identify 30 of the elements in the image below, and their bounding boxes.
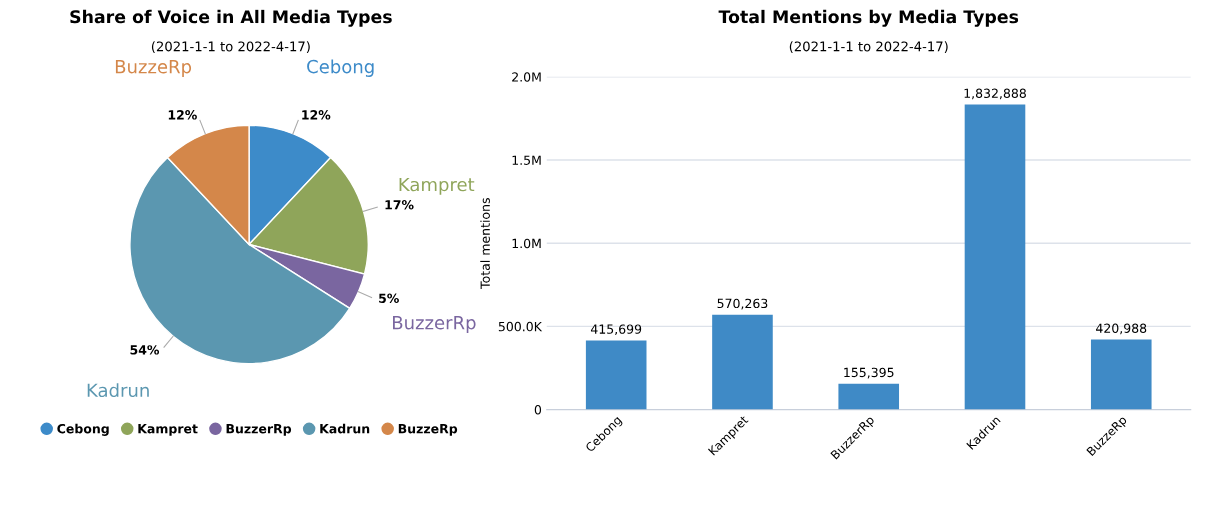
chart-subtitle: (2021-1-1 to 2022-4-17) [789, 41, 948, 53]
slice-label: BuzzeRp [115, 60, 192, 77]
slice-label: Cebong [307, 59, 374, 77]
chart-title: Total Mentions by Media Types [718, 9, 1019, 27]
y-axis-title: Total mentions [480, 198, 490, 289]
bar [712, 314, 773, 410]
chart-title: Share of Voice in All Media Types [70, 9, 392, 27]
y-tick-label: 0 [534, 405, 542, 415]
data-label: 415,699 [590, 324, 642, 336]
chart-subtitle: (2021-1-1 to 2022-4-17) [151, 41, 310, 53]
data-label: 12% [302, 110, 331, 120]
data-label: 17% [385, 200, 414, 210]
data-label: 54% [130, 345, 160, 355]
data-label: 5% [379, 293, 399, 303]
slice-label: BuzzerRp [393, 316, 476, 333]
data-label: 12% [168, 110, 197, 120]
bar [585, 340, 647, 410]
y-tick-label: 1.0M [512, 238, 541, 249]
data-label: 420,988 [1096, 323, 1147, 335]
bar [1090, 339, 1152, 410]
y-tick-label: 1.5M [512, 155, 541, 165]
bar [838, 383, 900, 410]
y-tick-label: 500.0K [498, 321, 543, 332]
data-label: 155,395 [844, 367, 894, 379]
data-label: 1,832,888 [964, 88, 1026, 100]
bar [964, 104, 1026, 410]
data-label: 570,263 [717, 298, 768, 310]
y-tick-label: 2.0M [512, 72, 541, 82]
slice-label: Kadrun [87, 383, 149, 398]
slice-label: Kampret [399, 177, 475, 195]
